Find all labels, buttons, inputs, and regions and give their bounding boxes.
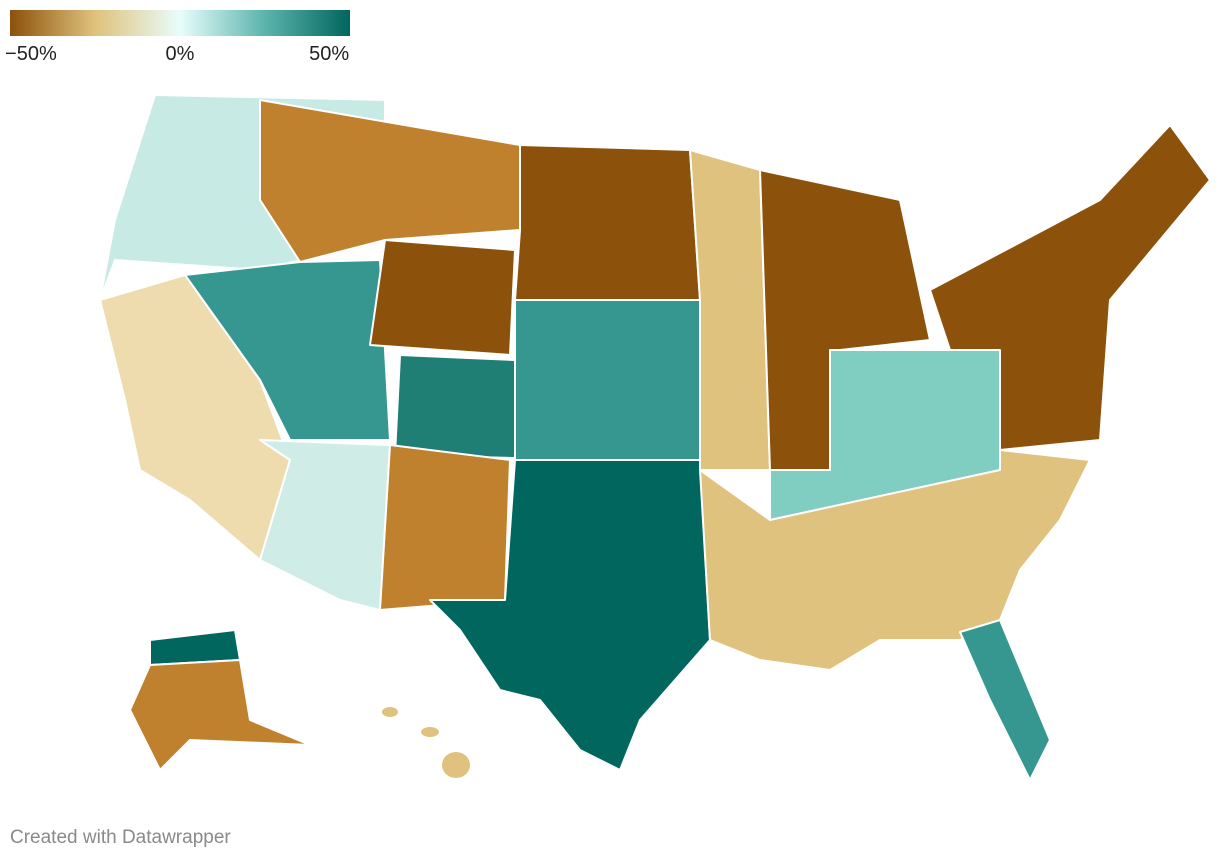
legend-tick-label: 0% xyxy=(166,43,195,65)
region xyxy=(514,144,701,301)
island xyxy=(382,707,398,717)
map xyxy=(99,94,1211,781)
legend-color-bar xyxy=(10,10,350,36)
region xyxy=(699,449,1091,671)
region xyxy=(259,99,521,263)
region xyxy=(959,619,1051,781)
region xyxy=(379,444,511,611)
region xyxy=(394,354,516,459)
legend-tick-label: 50% xyxy=(309,43,349,65)
region xyxy=(129,659,311,771)
legend: −50% 0% 50% xyxy=(5,10,350,65)
footer: Created with Datawrapper xyxy=(10,827,231,848)
island xyxy=(442,752,470,778)
island xyxy=(421,727,439,737)
region xyxy=(369,239,516,356)
region xyxy=(514,299,701,461)
region xyxy=(689,149,771,471)
legend-tick-label: −50% xyxy=(5,43,57,65)
region xyxy=(929,124,1211,451)
